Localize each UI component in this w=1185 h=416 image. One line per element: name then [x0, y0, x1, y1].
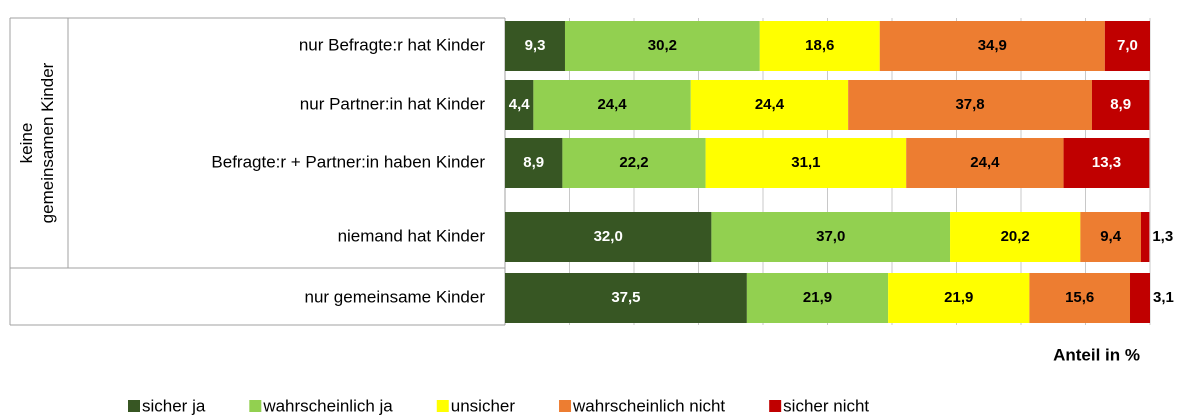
data-label: 24,4 — [597, 96, 627, 113]
bar-segment — [711, 212, 951, 262]
group-label: keine gemeinsamen Kinder — [17, 62, 57, 223]
data-label: 32,0 — [594, 228, 623, 245]
data-label: 21,9 — [803, 289, 832, 306]
bar-segment — [1104, 21, 1150, 71]
bar-segment — [562, 138, 706, 188]
bar-segment — [888, 273, 1030, 323]
data-label: 37,0 — [816, 228, 845, 245]
bar-segment — [1063, 138, 1150, 188]
data-label: 13,3 — [1092, 154, 1121, 171]
data-label: 22,2 — [619, 154, 648, 171]
bar-segment — [950, 212, 1081, 262]
data-label: 18,6 — [805, 37, 834, 54]
data-label: 34,9 — [978, 37, 1007, 54]
category-label: nur Partner:in hat Kinder — [300, 94, 486, 113]
legend-label: sicher nicht — [783, 396, 869, 415]
bar-segment — [1140, 212, 1150, 262]
data-label: 9,3 — [525, 37, 546, 54]
bar-segment — [879, 21, 1105, 71]
bar-segment — [1080, 212, 1141, 262]
bar-segment — [1091, 80, 1150, 130]
bar-segment — [705, 138, 907, 188]
bar-segment — [848, 80, 1092, 130]
bar-segment — [505, 21, 565, 71]
legend-swatch — [436, 400, 449, 412]
category-label: niemand hat Kinder — [338, 226, 486, 245]
data-label: 24,4 — [755, 96, 785, 113]
data-label: 31,1 — [791, 154, 820, 171]
legend-swatch — [249, 400, 262, 412]
category-label: nur gemeinsame Kinder — [305, 287, 486, 306]
x-axis-label: Anteil in % — [1053, 345, 1140, 364]
legend-label: unsicher — [451, 396, 516, 415]
bar-segment — [1130, 273, 1150, 323]
legend-label: wahrscheinlich ja — [262, 396, 393, 415]
data-label: 37,8 — [955, 96, 984, 113]
data-label: 15,6 — [1065, 289, 1094, 306]
data-label: 1,3 — [1152, 228, 1173, 245]
bar-segment — [505, 273, 747, 323]
data-label: 24,4 — [970, 154, 1000, 171]
bar-segment — [505, 212, 712, 262]
bar-segment — [759, 21, 880, 71]
data-label: 8,9 — [523, 154, 544, 171]
legend-swatch — [769, 400, 782, 412]
data-label: 4,4 — [509, 96, 531, 113]
bar-segment — [564, 21, 760, 71]
data-label: 30,2 — [648, 37, 677, 54]
data-label: 8,9 — [1110, 96, 1131, 113]
bar-segment — [746, 273, 889, 323]
data-label: 37,5 — [611, 289, 640, 306]
bar-segment — [906, 138, 1064, 188]
bar-segment — [505, 138, 563, 188]
data-label: 9,4 — [1100, 228, 1122, 245]
legend-swatch — [128, 400, 140, 412]
category-label: nur Befragte:r hat Kinder — [299, 35, 486, 54]
data-label: 3,1 — [1153, 289, 1174, 306]
bar-segment — [505, 80, 534, 130]
bar-segment — [533, 80, 691, 130]
bar-segment — [1029, 273, 1131, 323]
bar-segment — [690, 80, 849, 130]
data-label: 21,9 — [944, 289, 973, 306]
legend-swatch — [559, 400, 572, 412]
data-label: 7,0 — [1117, 37, 1138, 54]
legend-label: sicher ja — [142, 396, 206, 415]
data-label: 20,2 — [1001, 228, 1030, 245]
category-label: Befragte:r + Partner:in haben Kinder — [211, 152, 485, 171]
legend-label: wahrscheinlich nicht — [572, 396, 725, 415]
